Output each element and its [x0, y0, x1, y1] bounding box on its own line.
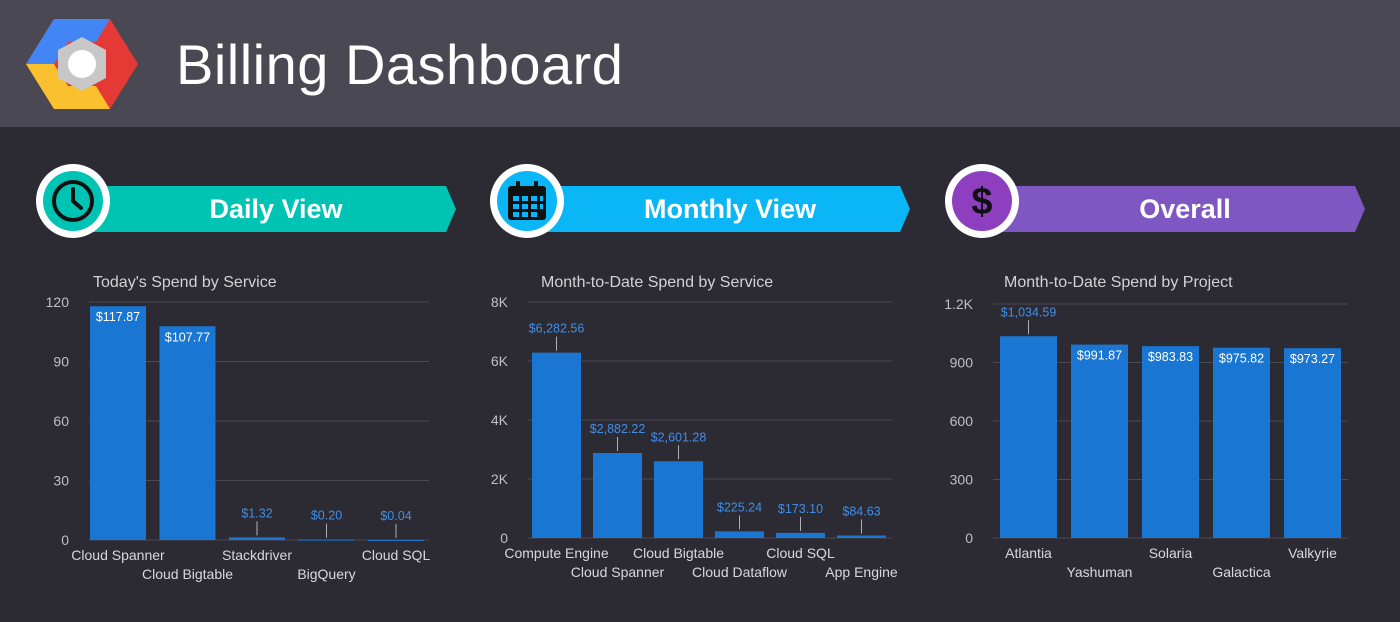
chart-title-overall: Month-to-Date Spend by Project: [1004, 274, 1233, 291]
bar[interactable]: [298, 539, 355, 541]
clock-icon: [52, 180, 94, 222]
data-label: $1,034.59: [1001, 305, 1057, 319]
data-label: $0.20: [311, 509, 342, 523]
chart-title-monthly: Month-to-Date Spend by Service: [541, 274, 774, 291]
category-label: Galactica: [1212, 564, 1271, 580]
bar[interactable]: [368, 539, 424, 541]
bar[interactable]: [837, 535, 886, 538]
data-label: $973.27: [1290, 352, 1335, 366]
category-label: Cloud Dataflow: [692, 564, 788, 580]
monthly-view-label: Monthly View: [643, 194, 817, 224]
y-tick-label: 1.2K: [945, 296, 974, 312]
data-label: $6,282.56: [529, 322, 585, 336]
y-tick-label: 90: [53, 354, 69, 370]
monthly-view-badge: [490, 164, 564, 238]
data-label: $991.87: [1077, 349, 1122, 363]
bar[interactable]: [159, 326, 216, 540]
bar[interactable]: [715, 531, 764, 538]
daily-view-section: Daily View Today's Spend by Service 0 30 6…: [36, 160, 476, 620]
data-label: $983.83: [1148, 350, 1193, 364]
category-label: BigQuery: [297, 566, 355, 582]
y-tick-label: 0: [61, 532, 69, 548]
category-label: App Engine: [825, 564, 898, 580]
chart-daily: 0 30 60 90 120 $117.87 Cloud Spanner $107.77 Clo…: [46, 294, 431, 582]
category-label: Cloud SQL: [766, 545, 835, 561]
bar[interactable]: [1142, 346, 1199, 538]
y-tick-label: 900: [950, 355, 974, 371]
y-tick-label: 0: [500, 530, 508, 546]
category-label: Cloud Bigtable: [633, 545, 724, 561]
overall-ribbon: [985, 186, 1365, 232]
bar[interactable]: [593, 452, 642, 538]
bar[interactable]: [776, 532, 825, 538]
data-label: $975.82: [1219, 352, 1264, 366]
chart-monthly: 0 2K 4K 6K 8K $6,282.56 Compute Engine $2,882.2…: [491, 294, 898, 580]
category-label: Valkyrie: [1288, 545, 1337, 561]
data-label: $84.63: [842, 505, 880, 519]
y-tick-label: 8K: [491, 294, 509, 310]
bar[interactable]: [1000, 336, 1057, 538]
page-title: Billing Dashboard: [176, 33, 624, 96]
bar[interactable]: [1213, 347, 1270, 538]
category-label: Cloud SQL: [362, 547, 431, 563]
google-cloud-hexagon-icon: [26, 19, 138, 109]
bar[interactable]: [1284, 348, 1341, 538]
category-label: Solaria: [1149, 545, 1193, 561]
category-label: Stackdriver: [222, 547, 292, 563]
dollar-icon: $: [971, 181, 992, 223]
header: Billing Dashboard: [0, 0, 1400, 127]
category-label: Yashuman: [1067, 564, 1133, 580]
bar[interactable]: [654, 461, 703, 538]
y-tick-label: 60: [53, 413, 69, 429]
y-tick-label: 2K: [491, 471, 509, 487]
data-label: $225.24: [717, 500, 762, 514]
y-tick-label: 0: [965, 530, 973, 546]
category-label: Compute Engine: [504, 545, 609, 561]
data-label: $2,601.28: [651, 430, 707, 444]
data-label: $107.77: [165, 330, 210, 344]
category-label: Atlantia: [1005, 545, 1052, 561]
bar[interactable]: [532, 352, 581, 538]
y-tick-label: 300: [950, 472, 974, 488]
svg-text:$: $: [971, 181, 992, 223]
overall-badge: $: [945, 164, 1019, 238]
daily-view-badge: [36, 164, 110, 238]
data-label: $117.87: [96, 310, 140, 324]
y-tick-label: 600: [950, 413, 974, 429]
category-label: Cloud Spanner: [571, 564, 665, 580]
chart-title-daily: Today's Spend by Service: [93, 274, 277, 291]
data-label: $2,882.22: [590, 422, 646, 436]
overall-label: Overall: [1139, 194, 1231, 224]
y-tick-label: 30: [53, 473, 69, 489]
bar[interactable]: [229, 537, 285, 540]
bar[interactable]: [90, 306, 146, 540]
category-label: Cloud Bigtable: [142, 566, 233, 582]
chart-overall: 0 300 600 900 1.2K $1,034.59 Atlantia $991.87 Ya…: [945, 296, 1348, 580]
monthly-view-section: Monthly View Month-to-Date Spend by Serv…: [490, 160, 930, 620]
calendar-icon: [508, 181, 546, 220]
daily-view-ribbon: [76, 186, 456, 232]
overall-section: Overall $ Month-to-Date Spend by Project…: [945, 160, 1385, 620]
monthly-view-ribbon: [530, 186, 910, 232]
y-tick-label: 120: [46, 294, 70, 310]
bar[interactable]: [1071, 344, 1128, 538]
daily-view-label: Daily View: [209, 194, 343, 224]
data-label: $173.10: [778, 502, 823, 516]
y-tick-label: 4K: [491, 412, 509, 428]
data-label: $0.04: [380, 509, 411, 523]
y-tick-label: 6K: [491, 353, 509, 369]
data-label: $1.32: [241, 506, 272, 520]
category-label: Cloud Spanner: [71, 547, 165, 563]
